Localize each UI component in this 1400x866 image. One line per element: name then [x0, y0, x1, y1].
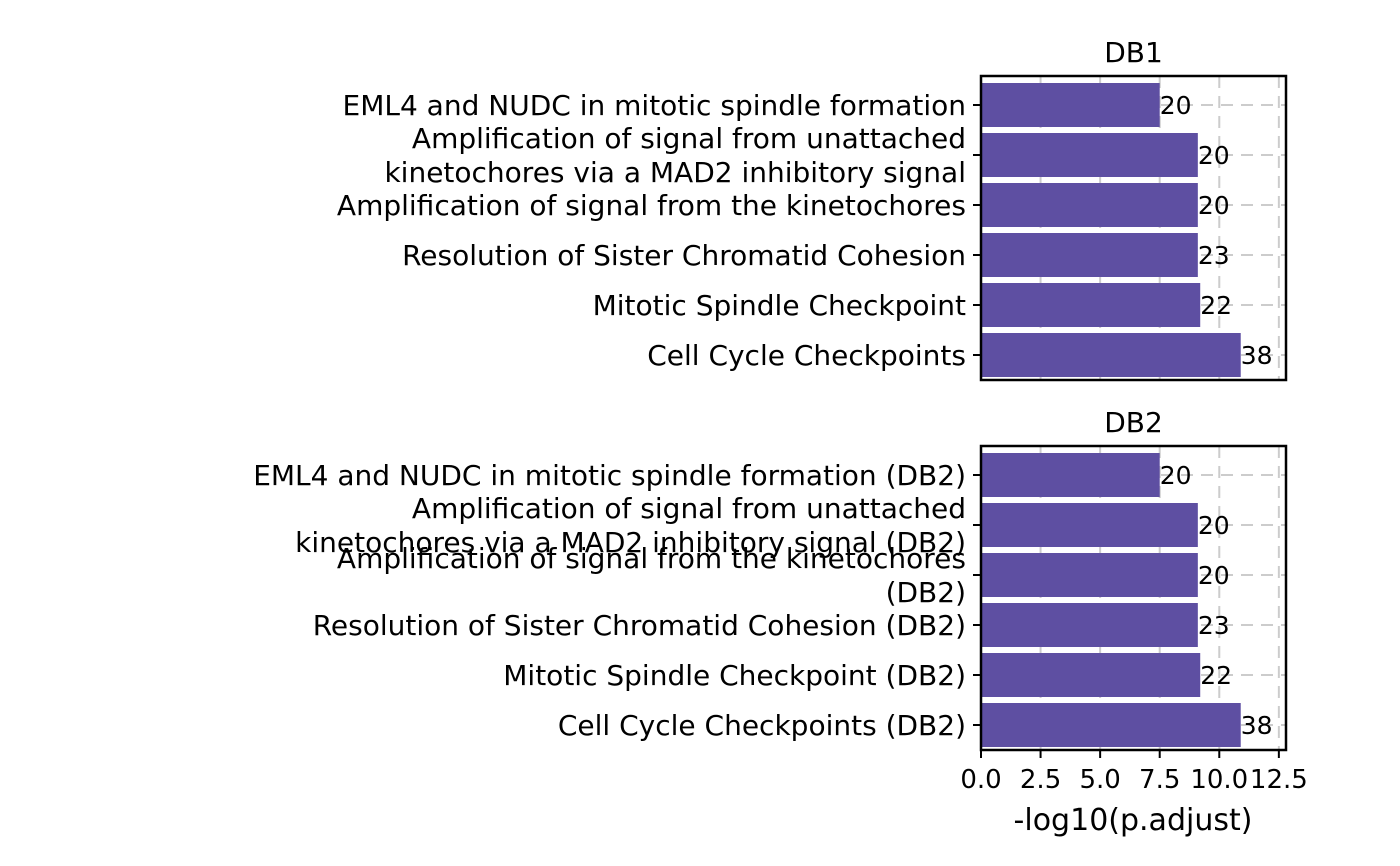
bar-count-label: 20 [1198, 561, 1230, 590]
bar-count-label: 23 [1198, 611, 1230, 640]
category-label: Mitotic Spindle Checkpoint (DB2) [503, 659, 966, 692]
x-tick-label: 2.5 [1020, 765, 1061, 795]
bar-count-label: 20 [1198, 141, 1230, 170]
category-label: Resolution of Sister Chromatid Cohesion … [313, 609, 966, 642]
bar [981, 183, 1198, 227]
bar-count-label: 22 [1200, 661, 1232, 690]
category-label: Amplification of signal from unattached k… [295, 492, 966, 559]
bar-count-label: 20 [1198, 191, 1230, 220]
category-label: Mitotic Spindle Checkpoint [593, 289, 966, 322]
bar-count-label: 38 [1241, 341, 1273, 370]
bar [981, 553, 1198, 597]
bar [981, 503, 1198, 547]
x-tick-label: 7.5 [1139, 765, 1180, 795]
x-tick-label: 5.0 [1079, 765, 1120, 795]
x-tick-label: 12.5 [1250, 765, 1308, 795]
bar-count-label: 20 [1160, 91, 1192, 120]
panel-2: DB2 20 EML4 and NUDC in mitotic spindle fo… [253, 406, 1288, 752]
x-axis: 0.0 2.5 5.0 7.5 10.0 12.5 [960, 750, 1308, 795]
bar-count-label: 38 [1241, 711, 1273, 740]
category-label: EML4 and NUDC in mitotic spindle formati… [253, 459, 966, 492]
category-label: Cell Cycle Checkpoints [647, 339, 966, 372]
bar [981, 283, 1201, 327]
bar [981, 83, 1160, 127]
bar-count-label: 23 [1198, 241, 1230, 270]
bar [981, 653, 1201, 697]
chart-panels: DB1 20 EML4 and NUDC in mitotic spindle fo… [253, 36, 1288, 752]
category-label: EML4 and NUDC in mitotic spindle formati… [343, 89, 966, 122]
bar-count-label: 22 [1200, 291, 1232, 320]
bar [981, 133, 1198, 177]
bar-count-label: 20 [1198, 511, 1230, 540]
category-label: Amplification of signal from the kinetoc… [337, 189, 966, 222]
bar [981, 453, 1160, 497]
category-label: Amplification of signal from the kinetoc… [337, 542, 966, 609]
x-axis-label: -log10(p.adjust) [1014, 803, 1253, 838]
bar [981, 333, 1241, 377]
panel-1: DB1 20 EML4 and NUDC in mitotic spindle fo… [337, 36, 1288, 382]
bar-count-label: 20 [1160, 461, 1192, 490]
x-tick-label: 0.0 [960, 765, 1001, 795]
category-label: Amplification of signal from unattached k… [384, 122, 966, 189]
category-label: Resolution of Sister Chromatid Cohesion [402, 239, 966, 272]
bar [981, 233, 1198, 277]
bar [981, 603, 1198, 647]
panel-title: DB2 [1104, 406, 1163, 439]
panel-border [979, 444, 1288, 752]
category-label: Cell Cycle Checkpoints (DB2) [558, 709, 966, 742]
x-tick-label: 10.0 [1190, 765, 1248, 795]
panel-border [979, 74, 1288, 382]
panel-title: DB1 [1104, 36, 1163, 69]
bar [981, 703, 1241, 747]
